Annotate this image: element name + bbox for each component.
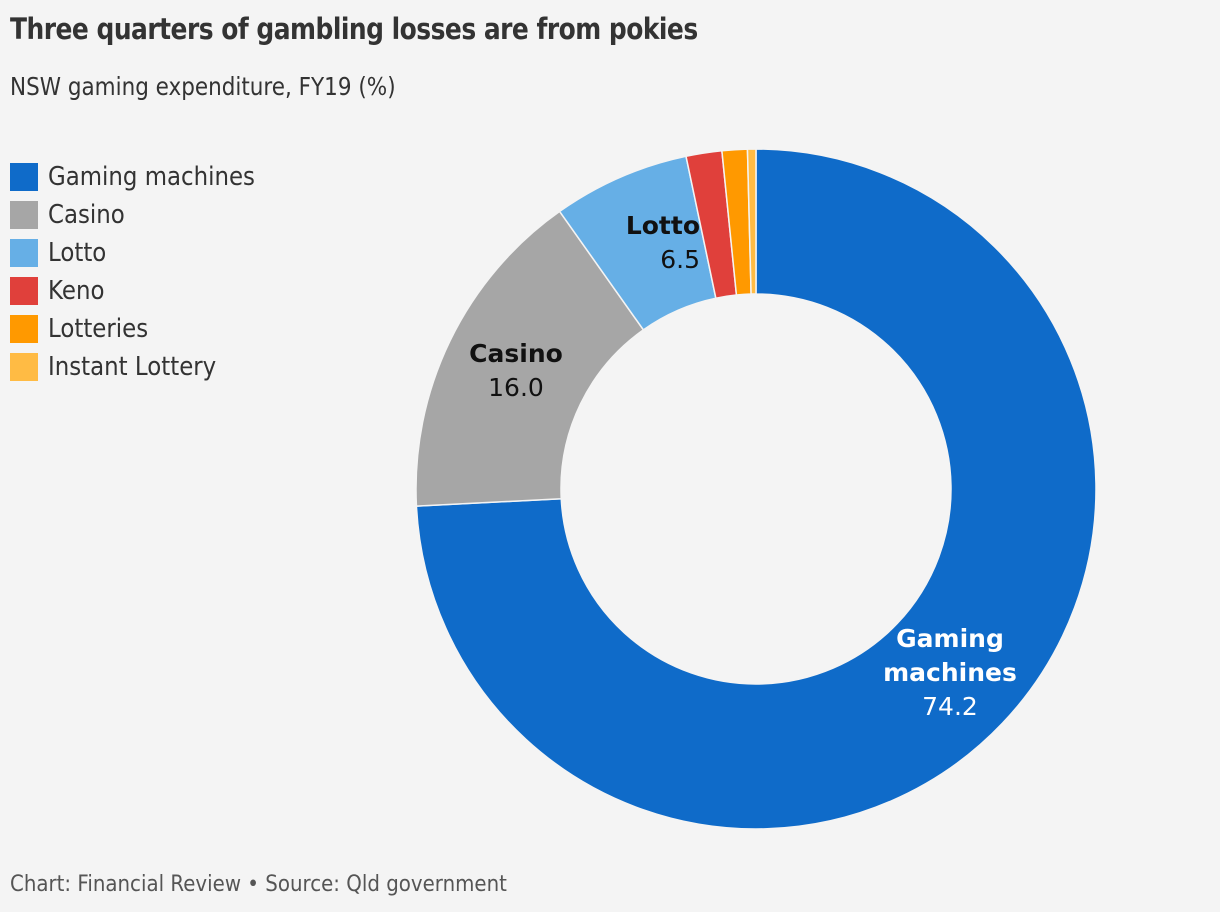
legend-item-lotto: Lotto [10,234,283,272]
label-casino: Casino 16.0 [469,339,563,402]
legend-swatch [10,315,38,343]
legend-swatch [10,163,38,191]
chart-title: Three quarters of gambling losses are fr… [10,12,698,46]
legend-item-casino: Casino [10,196,283,234]
legend-item-keno: Keno [10,272,283,310]
donut-slices [415,148,1097,830]
legend-item-instant-lottery: Instant Lottery [10,348,283,386]
legend-label: Casino [48,200,125,230]
legend-swatch [10,201,38,229]
legend-label: Keno [48,276,105,306]
slice-instant-lottery [746,148,757,295]
legend-swatch [10,277,38,305]
legend-label: Instant Lottery [48,352,217,382]
legend-item-gaming-machines: Gaming machines [10,158,283,196]
slice-gaming-machines [415,148,1097,830]
slice-casino [415,210,645,507]
legend-item-lotteries: Lotteries [10,310,283,348]
legend-swatch [10,239,38,267]
label-lotto: Lotto 6.5 [625,211,700,274]
legend-label: Lotto [48,238,107,268]
label-gaming-machines: Gaming machines 74.2 [883,624,1017,721]
legend-label: Lotteries [48,314,149,344]
chart-source: Chart: Financial Review • Source: Qld go… [10,872,507,897]
legend-label: Gaming machines [48,162,255,192]
legend: Gaming machines Casino Lotto Keno Lotter… [10,158,283,386]
legend-swatch [10,353,38,381]
chart-subtitle: NSW gaming expenditure, FY19 (%) [10,72,396,101]
